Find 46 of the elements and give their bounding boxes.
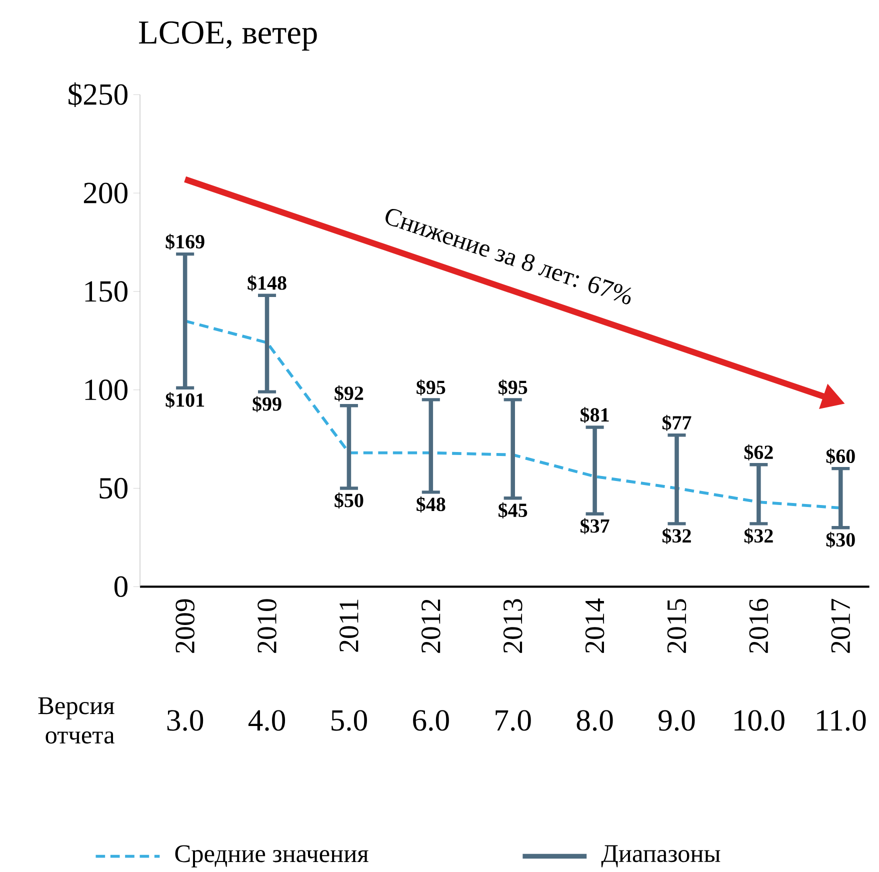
annotation: $148	[248, 275, 286, 292]
x-tick-label: 2011	[340, 600, 358, 652]
chart-title: LCOE, ветер	[139, 21, 317, 51]
y-tick-label: $250	[68, 82, 128, 107]
text: 3.0	[167, 710, 204, 731]
annotation: $45	[498, 502, 528, 518]
text: 10.0	[734, 710, 784, 731]
y-tick-label: 50	[100, 478, 128, 499]
annotation: $99	[252, 396, 282, 412]
annotation: $77	[662, 414, 692, 431]
text: 9.0	[658, 710, 695, 731]
annotation: $95	[416, 379, 446, 396]
annotation: $37	[580, 518, 610, 534]
text: 4.0	[248, 710, 286, 731]
legend-label: Средние значения	[175, 845, 368, 868]
annotation: $50	[334, 492, 364, 509]
annotation: $32	[662, 528, 691, 544]
annotation: $60	[826, 448, 855, 464]
x-tick-label: 2009	[176, 599, 195, 653]
annotation: $169	[166, 234, 204, 250]
y-tick-label: 200	[84, 182, 128, 204]
text: 11.0	[817, 710, 866, 731]
annotation: $32	[744, 528, 773, 544]
annotation: $62	[744, 444, 773, 460]
x-tick-label: 2014	[585, 598, 604, 653]
y-tick-label: 0	[114, 576, 128, 598]
annotation: $81	[580, 407, 609, 423]
y-tick-label: 100	[85, 380, 128, 400]
text: 5.0	[332, 710, 367, 731]
annotation: $101	[166, 392, 204, 408]
x-tick-label: 2016	[749, 598, 768, 653]
x-tick-label: 2010	[258, 599, 276, 653]
annotation: $48	[416, 496, 446, 512]
annotation: $92	[334, 385, 364, 402]
annotation: $95	[498, 379, 528, 396]
text: 8.0	[576, 710, 613, 731]
x-tick-label: 2012	[421, 600, 440, 653]
text: 6.0	[413, 710, 449, 731]
annotation: $30	[826, 532, 855, 548]
text: 7.0	[496, 710, 531, 731]
x-tick-label: 2015	[667, 599, 686, 653]
text: Версия отчета	[38, 697, 114, 744]
x-tick-label: 2013	[503, 599, 522, 653]
x-tick-label: 2017	[831, 598, 850, 653]
legend-label: Диапазоны	[601, 845, 720, 868]
y-tick-label: 150	[85, 281, 128, 302]
